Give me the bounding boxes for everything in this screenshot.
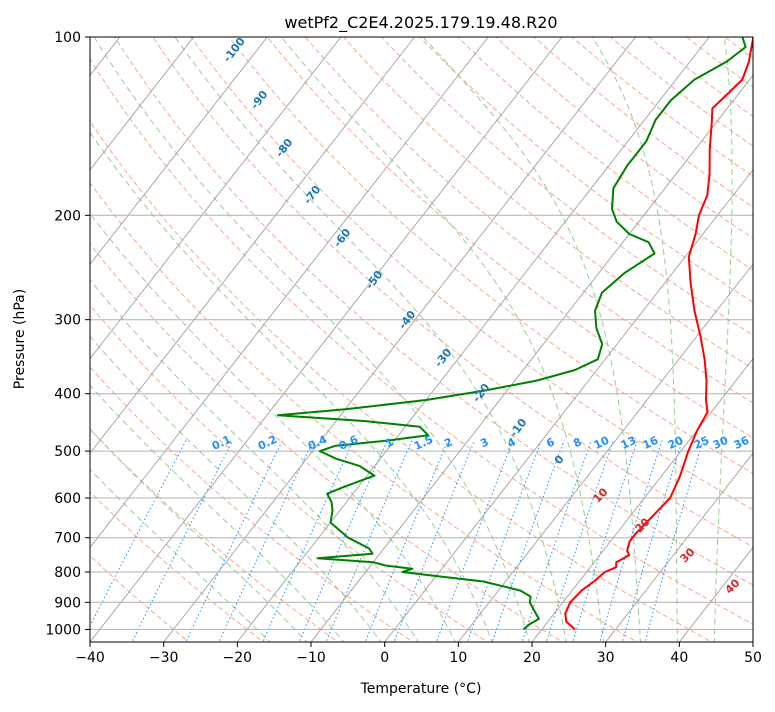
y-tick-label: 100 [54,30,81,46]
mixing-ratio-label: 36 [732,434,752,452]
y-axis-title: Pressure (hPa) [12,289,28,389]
y-tick-label: 400 [54,387,81,403]
x-tick-label: −40 [75,650,105,666]
dry-adiabat-line [332,24,775,645]
x-tick-label: −30 [149,650,179,666]
dry-adiabat-line [708,24,775,645]
mixing-ratio-label: 1.5 [412,433,435,453]
mixing-ratio-label: 1 [383,435,395,450]
mixing-ratio-label: 13 [619,434,638,452]
isotherm-line [385,37,775,642]
moist-adiabat-label: 10 [591,485,611,505]
isotherm-line [532,37,775,642]
mixing-ratio-line [546,441,614,645]
plot-frame [90,37,753,642]
isotherm-line [0,37,341,642]
dry-adiabat-line [69,24,775,645]
y-tick-label: 200 [54,208,81,224]
dry-adiabat-label: -70 [301,183,324,207]
dry-adiabat-label: -40 [396,308,419,332]
x-tick-label: 50 [744,650,762,666]
y-tick-label: 600 [54,491,81,507]
moist-adiabat-line [411,24,640,645]
moist-adiabat-line [0,24,346,645]
isotherm-line [0,37,194,642]
mixing-ratio-label: 2 [442,435,454,450]
mixing-ratio-line [81,441,186,645]
moist-adiabat-line [714,24,732,645]
moist-adiabat-line [166,24,567,645]
dry-adiabat-line [0,24,192,645]
moist-adiabat-line [0,24,383,645]
dry-adiabat-line [294,24,775,645]
moist-adiabat-label: 30 [678,545,698,565]
moist-adiabats [0,24,732,645]
isotherm-line [0,37,267,642]
dry-adiabat-line [370,24,775,645]
y-tick-label: 500 [54,444,81,460]
x-tick-label: 40 [670,650,688,666]
isotherm-line [16,37,488,642]
dry-adiabat-line [0,24,417,645]
mixing-ratio-label: 30 [711,434,731,452]
y-tick-label: 1000 [45,622,81,638]
y-tick-label: 700 [54,531,81,547]
y-tick-label: 800 [54,565,81,581]
chart-title: wetPf2_C2E4.2025.179.19.48.R20 [284,13,557,33]
mixing-ratio-label: 0.1 [210,433,233,453]
mixing-ratio-line [521,441,591,645]
moist-adiabat-line [271,24,604,645]
dry-adiabat-label: -100 [221,35,248,65]
y-tick-label: 300 [54,313,81,329]
x-axis-title: Temperature (°C) [360,681,482,697]
dry-adiabat-line [0,24,267,645]
profile-lines [278,37,754,629]
isotherm-line [164,37,636,642]
dry-adiabat-label: -80 [273,136,296,160]
moist-adiabat-line [0,24,420,645]
dry-adiabat-line [0,24,492,645]
isotherm-line [311,37,775,642]
mixing-ratio-label: 16 [641,434,661,452]
dry-adiabat-line [557,24,775,645]
dry-adiabat-line [0,24,566,645]
y-axis-ticks: 100 200 300 400 500 600 700 800 900 1000 [45,30,90,638]
mixing-ratio-label: 0.2 [256,433,279,453]
moist-adiabat-label: 40 [723,576,743,596]
dry-adiabat-label: -90 [248,88,271,112]
mixing-ratio-label: 6 [544,435,557,450]
dry-adiabat-label: -60 [331,226,354,250]
x-tick-label: 20 [523,650,541,666]
mixing-ratio-line [364,441,448,645]
dry-adiabat-line [31,24,716,645]
isotherms [0,37,775,642]
x-tick-label: 10 [449,650,467,666]
mixing-ratio-line [262,441,354,645]
y-tick-label: 900 [54,595,81,611]
isotherm-line [0,37,415,642]
isotherm-line [753,37,775,642]
mixing-ratio-label: 3 [478,435,490,450]
x-tick-label: −10 [296,650,326,666]
x-tick-label: −20 [223,650,253,666]
mixing-ratio-line [131,441,233,645]
x-tick-label: 0 [380,650,389,666]
x-tick-label: 30 [597,650,615,666]
mixing-ratio-line [185,441,283,645]
dry-adiabat-line [107,24,775,645]
mixing-ratio-line [599,441,662,645]
dry-adiabat-line [257,24,775,645]
dry-adiabat-label: -20 [470,381,493,405]
dry-adiabat-label: -30 [432,346,455,370]
moist-adiabat-line [0,24,456,645]
dry-adiabat-line [633,24,775,645]
dry-adiabat-line [144,24,775,645]
x-axis-ticks: −40 −30 −20 −10 0 10 20 30 40 50 [75,642,762,666]
mixing-ratio-line [298,441,387,645]
dry-adiabat-line [445,24,775,645]
mixing-ratio-label: 0.6 [337,433,360,453]
mixing-ratio-line [645,441,704,645]
